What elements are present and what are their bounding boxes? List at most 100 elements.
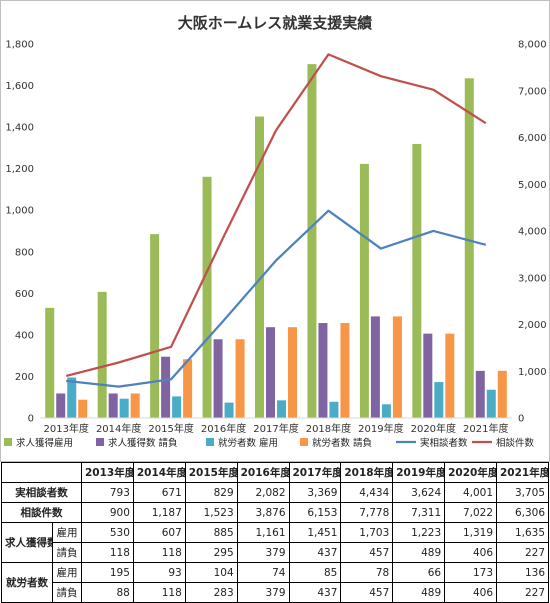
row-sub-label: 請負: [52, 582, 82, 603]
table-cell: 78: [340, 562, 394, 583]
table-cell: 7,022: [444, 502, 497, 523]
table-header-year: 2018年度: [340, 462, 394, 483]
right-axis-tick-label: 7,000: [518, 86, 547, 97]
table-cell: 489: [392, 582, 446, 603]
table-cell: 530: [81, 522, 134, 543]
table-cell: 173: [444, 562, 497, 583]
bar-mark: [255, 116, 264, 418]
table-cell: 1,635: [496, 522, 549, 543]
bar-mark: [307, 64, 317, 419]
table-row: 請負 118 118 295 379 437 457 489 406 227: [2, 542, 549, 563]
table-cell: 4,434: [340, 482, 394, 503]
table-cell: 1,523: [184, 502, 238, 523]
left-axis-tick-label: 1,200: [5, 164, 34, 175]
table-cell: 671: [132, 482, 186, 503]
left-axis-ticks: 0 200 400 600 800 1,000 1,200 1,400 1,600 1,800: [5, 40, 34, 425]
bar-mark: [97, 291, 107, 418]
bar-mark: [288, 327, 297, 418]
table-cell: 900: [81, 502, 134, 523]
table-cell: 227: [496, 582, 549, 603]
bar-mark: [486, 389, 496, 418]
right-axis-tick-label: 8,000: [518, 40, 547, 51]
table-cell: 457: [340, 542, 394, 563]
table-cell: 195: [81, 562, 134, 583]
x-axis-ticks: 2013年度 2014年度 2015年度 2016年度 2017年度 2018年度 2019…: [43, 422, 508, 435]
bar-mark: [78, 399, 88, 418]
bar-mark: [318, 323, 328, 418]
table-row: 求人獲得数 雇用 530 607 885 1,161 1,451 1,703 1…: [1, 522, 549, 563]
table-header-year: 2015年度: [184, 462, 238, 483]
table-cell: 1,161: [236, 522, 290, 543]
table-cell: 227: [496, 542, 549, 563]
row-group-label: 求人獲得数: [1, 522, 53, 563]
left-axis-tick-label: 200: [15, 372, 34, 383]
table-cell: 437: [288, 542, 342, 563]
table-row: 実相談者数 793 671 829 2,082 3,369 4,434 3,62…: [1, 482, 549, 503]
table-header-row: 2013年度 2014年度 2015年度 2016年度 2017年度 2018年…: [1, 462, 549, 483]
table-header-year: 2021年度: [496, 462, 549, 483]
series-line: [65, 53, 487, 378]
table-cell: 136: [496, 562, 549, 583]
table-cell: 457: [340, 582, 394, 603]
data-table-container: 2013年度 2014年度 2015年度 2016年度 2017年度 2018年…: [0, 462, 550, 603]
legend-label: 求人獲得雇用: [16, 437, 73, 449]
table-cell: 7,778: [340, 502, 394, 523]
table-header-year: 2013年度: [81, 462, 134, 483]
right-axis-ticks: 0 1,000 2,000 3,000 4,000 5,000 6,000 7,000 8,00…: [518, 40, 547, 425]
x-axis-tick-label: 2020年度: [411, 422, 456, 435]
x-axis-tick-label: 2015年度: [148, 422, 193, 435]
table-corner-cell: [1, 462, 82, 483]
legend-label: 相談件数: [496, 437, 535, 449]
right-axis-tick-label: 1,000: [518, 367, 547, 378]
left-axis-tick-label: 400: [15, 330, 34, 341]
bar-mark: [423, 333, 433, 418]
legend-swatch: [300, 438, 308, 446]
right-axis-tick-label: 4,000: [518, 227, 547, 238]
table-cell: 283: [184, 582, 238, 603]
table-cell: 3,705: [496, 482, 549, 503]
table-cell: 1,223: [392, 522, 446, 543]
bar-mark: [161, 356, 171, 418]
row-sub-label: 請負: [52, 542, 82, 563]
legend-label: 実相談者数: [420, 437, 468, 449]
bar-mark: [464, 78, 474, 418]
table-cell: 6,153: [288, 502, 342, 523]
table-cell: 74: [236, 562, 290, 583]
x-axis-tick-label: 2016年度: [201, 422, 246, 435]
x-axis-tick-label: 2017年度: [253, 422, 298, 435]
bar-mark: [359, 163, 369, 418]
table-cell: 6,306: [496, 502, 549, 523]
bar-mark: [130, 393, 140, 418]
legend-label: 就労者数 請負: [312, 437, 372, 449]
bar-mark: [56, 393, 66, 418]
bar-mark: [119, 398, 129, 418]
table-cell: 1,451: [288, 522, 342, 543]
table-cell: 379: [236, 582, 290, 603]
legend-swatch: [206, 438, 214, 446]
bar-mark: [224, 402, 234, 418]
table-cell: 607: [132, 522, 186, 543]
row-sub-label: 雇用: [52, 562, 82, 583]
table-cell: 829: [184, 482, 238, 503]
bar-mark: [329, 401, 339, 418]
table-header-year: 2016年度: [236, 462, 290, 483]
left-axis-tick-label: 1,600: [5, 81, 34, 92]
table-cell: 1,703: [340, 522, 394, 543]
table-cell: 437: [288, 582, 342, 603]
data-table: 2013年度 2014年度 2015年度 2016年度 2017年度 2018年…: [1, 462, 549, 603]
table-row: 就労者数 雇用 195 93 104 74 85 78 66 173 136: [1, 562, 549, 603]
bar-mark: [183, 359, 193, 418]
table-header-year: 2020年度: [444, 462, 497, 483]
table-cell: 1,319: [444, 522, 497, 543]
left-axis-tick-label: 800: [15, 247, 34, 258]
bar-mark: [381, 404, 391, 418]
table-cell: 1,187: [132, 502, 186, 523]
bar-series-group: [45, 64, 507, 419]
bar-mark: [266, 327, 275, 418]
table-cell: 406: [444, 582, 497, 603]
right-axis-tick-label: 6,000: [518, 133, 547, 144]
left-axis-tick-label: 0: [28, 414, 34, 425]
chart: 大阪ホームレス就業支援実績 0 200 400 600 800 1,000 1,200 1,4…: [0, 0, 550, 462]
chart-title: 大阪ホームレス就業支援実績: [178, 14, 373, 32]
table-header-year: 2017年度: [288, 462, 342, 483]
